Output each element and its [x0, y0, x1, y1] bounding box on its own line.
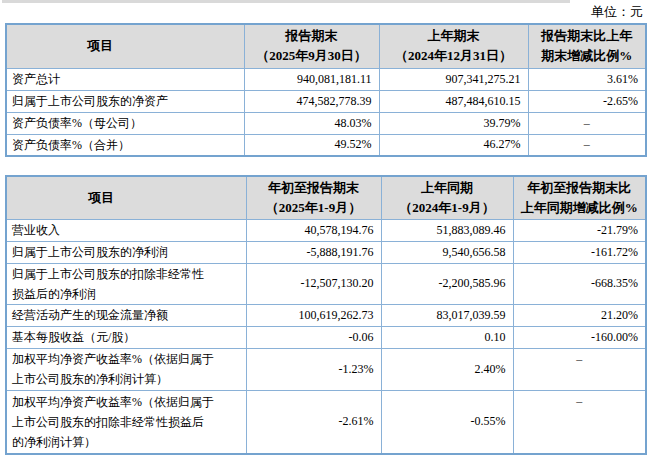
table-row: 资产负债率%（母公司） 48.03% 39.79% –	[6, 112, 646, 134]
value-cell: 49.52%	[244, 134, 379, 156]
t1-header-change-pct: 报告期末比上年 期末增减比例%	[528, 24, 646, 68]
item-cell: 经营活动产生的现金流量净额	[6, 304, 246, 326]
change-cell: –	[528, 112, 646, 134]
period-end-summary-table: 项目 报告期末 （2025年9月30日） 上年期末 （2024年12月31日） …	[5, 23, 647, 157]
value-cell: 40,578,194.76	[246, 219, 381, 241]
t2-header-item: 项目	[6, 176, 246, 219]
header-line: 上年同期增减比例%	[514, 198, 646, 218]
value-cell: 46.27%	[379, 134, 528, 156]
value-cell: 474,582,778.39	[244, 90, 379, 112]
item-cell: 资产负债率%（合并）	[6, 134, 244, 156]
item-cell: 加权平均净资产收益率%（依据归属于上市公司股东的扣除非经常性损益后的净利润计算）	[6, 390, 246, 454]
t2-header-prior-period: 上年同期 （2024年1-9月）	[381, 176, 513, 219]
item-cell: 加权平均净资产收益率%（依据归属于上市公司股东的净利润计算）	[6, 348, 246, 390]
value-cell: 940,081,181.11	[244, 68, 379, 90]
change-cell: 21.20%	[513, 304, 646, 326]
header-line: 报告期末比上年	[529, 26, 646, 46]
value-cell: -2.61%	[246, 390, 381, 454]
change-cell: –	[513, 348, 646, 390]
header-line: 年初至报告期末比	[514, 178, 646, 198]
year-to-date-summary-table: 项目 年初至报告期末 （2025年1-9月） 上年同期 （2024年1-9月） …	[5, 175, 647, 455]
table-row: 归属于上市公司股东的净利润 -5,888,191.76 9,540,656.58…	[6, 241, 646, 263]
t1-header-row: 项目 报告期末 （2025年9月30日） 上年期末 （2024年12月31日） …	[6, 24, 646, 68]
item-cell: 基本每股收益（元/股）	[6, 326, 246, 348]
header-line: 上年同期	[382, 178, 513, 198]
value-cell: 100,619,262.73	[246, 304, 381, 326]
value-cell: -5,888,191.76	[246, 241, 381, 263]
t2-header-change-pct: 年初至报告期末比 上年同期增减比例%	[513, 176, 646, 219]
t1-header-report-period-end: 报告期末 （2025年9月30日）	[244, 24, 379, 68]
t2-header-ytd-period: 年初至报告期末 （2025年1-9月）	[246, 176, 381, 219]
value-cell: 9,540,656.58	[381, 241, 513, 263]
value-cell: -2,200,585.96	[381, 263, 513, 304]
header-line: （2025年9月30日）	[245, 46, 379, 66]
table-row: 营业收入 40,578,194.76 51,883,089.46 -21.79%	[6, 219, 646, 241]
change-cell: -668.35%	[513, 263, 646, 304]
value-cell: 39.79%	[379, 112, 528, 134]
header-line: 项目	[7, 36, 194, 56]
financial-report-page: 单位：元 项目 报告期末 （2025年9月30日） 上年期末 （2024年12月…	[0, 0, 650, 455]
table-row: 资产负债率%（合并） 49.52% 46.27% –	[6, 134, 646, 156]
value-cell: 0.10	[381, 326, 513, 348]
table-row: 归属于上市公司股东的扣除非经常性损益后的净利润 -12,507,130.20 -…	[6, 263, 646, 304]
header-line: （2024年12月31日）	[380, 46, 528, 66]
unit-label: 单位：元	[591, 3, 643, 21]
value-cell: 487,484,610.15	[379, 90, 528, 112]
item-cell: 营业收入	[6, 219, 246, 241]
value-cell: 51,883,089.46	[381, 219, 513, 241]
header-line: 项目	[7, 188, 196, 208]
change-cell: –	[528, 134, 646, 156]
item-cell: 归属于上市公司股东的净利润	[6, 241, 246, 263]
item-cell: 归属于上市公司股东的净资产	[6, 90, 244, 112]
item-cell: 资产负债率%（母公司）	[6, 112, 244, 134]
table-row: 加权平均净资产收益率%（依据归属于上市公司股东的净利润计算） -1.23% 2.…	[6, 348, 646, 390]
table-row: 基本每股收益（元/股） -0.06 0.10 -160.00%	[6, 326, 646, 348]
value-cell: 907,341,275.21	[379, 68, 528, 90]
item-cell: 归属于上市公司股东的扣除非经常性损益后的净利润	[6, 263, 246, 304]
value-cell: 2.40%	[381, 348, 513, 390]
t1-header-item: 项目	[6, 24, 244, 68]
value-cell: 83,017,039.59	[381, 304, 513, 326]
value-cell: 48.03%	[244, 112, 379, 134]
table-row: 归属于上市公司股东的净资产 474,582,778.39 487,484,610…	[6, 90, 646, 112]
item-cell: 资产总计	[6, 68, 244, 90]
header-line: 上年期末	[380, 26, 528, 46]
value-cell: -1.23%	[246, 348, 381, 390]
header-line: 年初至报告期末	[247, 178, 381, 198]
value-cell: -0.55%	[381, 390, 513, 454]
header-line: （2025年1-9月）	[247, 198, 381, 218]
header-line: 报告期末	[245, 26, 379, 46]
change-cell: -160.00%	[513, 326, 646, 348]
header-line: 期末增减比例%	[529, 46, 646, 66]
change-cell: -21.79%	[513, 219, 646, 241]
change-cell: –	[513, 390, 646, 454]
table-row: 资产总计 940,081,181.11 907,341,275.21 3.61%	[6, 68, 646, 90]
change-cell: 3.61%	[528, 68, 646, 90]
change-cell: -2.65%	[528, 90, 646, 112]
value-cell: -0.06	[246, 326, 381, 348]
table-row: 经营活动产生的现金流量净额 100,619,262.73 83,017,039.…	[6, 304, 646, 326]
t1-header-prior-year-end: 上年期末 （2024年12月31日）	[379, 24, 528, 68]
change-cell: -161.72%	[513, 241, 646, 263]
value-cell: -12,507,130.20	[246, 263, 381, 304]
header-line: （2024年1-9月）	[382, 198, 513, 218]
table-row: 加权平均净资产收益率%（依据归属于上市公司股东的扣除非经常性损益后的净利润计算）…	[6, 390, 646, 454]
t2-header-row: 项目 年初至报告期末 （2025年1-9月） 上年同期 （2024年1-9月） …	[6, 176, 646, 219]
top-crop-strip	[2, 0, 570, 3]
